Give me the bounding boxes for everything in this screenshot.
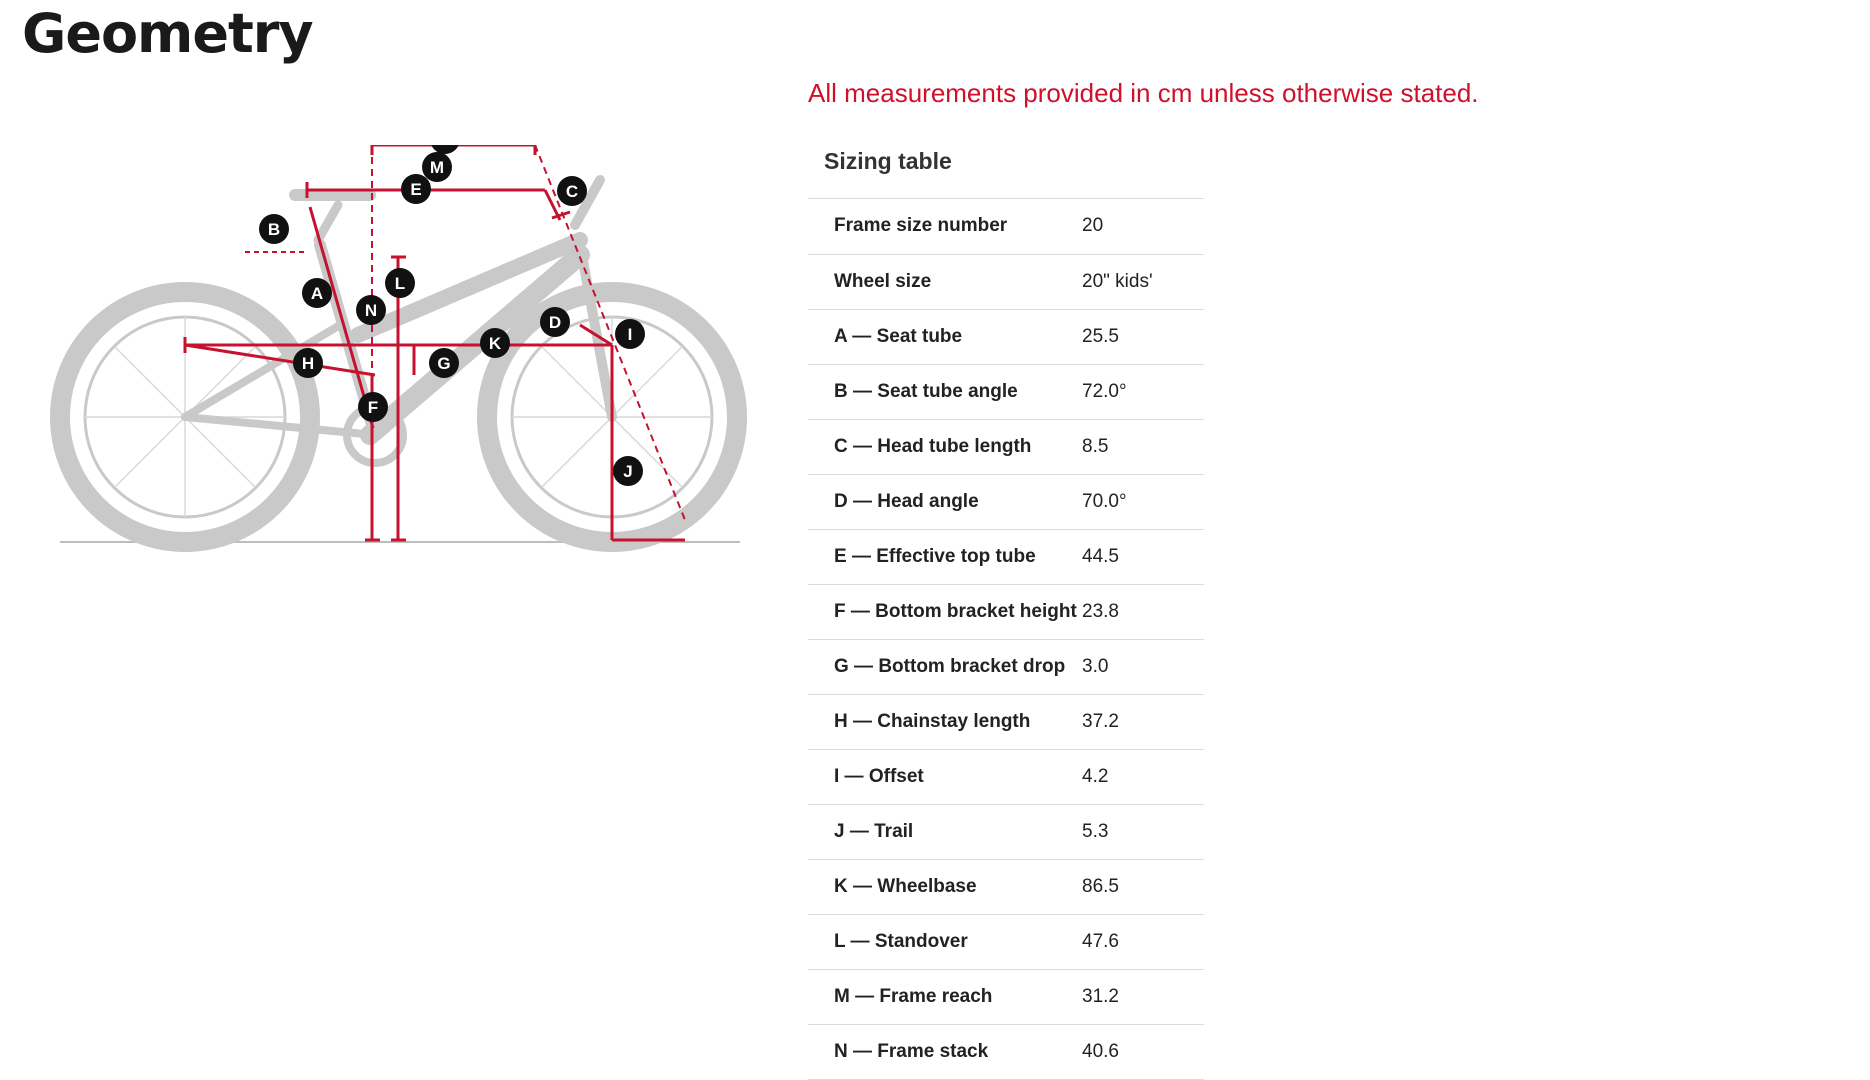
row-value: 20 bbox=[1082, 215, 1104, 237]
rear-wheel bbox=[50, 282, 320, 552]
row-label: B — Seat tube angle bbox=[834, 380, 1018, 402]
row-label: Wheel size bbox=[834, 270, 932, 292]
row-label: I — Offset bbox=[834, 765, 924, 787]
marker-g: G bbox=[437, 354, 450, 373]
row-label: D — Head angle bbox=[834, 490, 979, 512]
marker-f: F bbox=[368, 398, 378, 417]
table-row: H — Chainstay length 37.2 bbox=[808, 694, 1204, 749]
table-row: M — Frame reach 31.2 bbox=[808, 969, 1204, 1024]
sizing-rows: Frame size number 20 Wheel size 20" kids' A … bbox=[808, 199, 1204, 1080]
row-label: J — Trail bbox=[834, 820, 914, 842]
dimension-lines bbox=[183, 145, 686, 542]
table-row: A — Seat tube 25.5 bbox=[808, 309, 1204, 364]
seatstay bbox=[181, 321, 344, 421]
measurement-notice: All measurements provided in cm unless o… bbox=[808, 78, 1479, 108]
row-label: E — Effective top tube bbox=[834, 545, 1036, 567]
chainstay-h bbox=[184, 343, 376, 377]
marker-m-label: M bbox=[430, 158, 444, 177]
table-row: Wheel size 20" kids' bbox=[808, 254, 1204, 309]
row-value: 4.2 bbox=[1082, 765, 1109, 787]
table-row: F — Bottom bracket height 23.8 bbox=[808, 584, 1204, 639]
m-reach-guide bbox=[534, 145, 686, 521]
table-row: C — Head tube length 8.5 bbox=[808, 419, 1204, 474]
page-title: Geometry bbox=[22, 2, 314, 65]
row-label: F — Bottom bracket height bbox=[834, 600, 1077, 622]
marker-c: C bbox=[566, 182, 578, 201]
row-label: Frame size number bbox=[834, 215, 1008, 237]
row-value: 37.2 bbox=[1082, 710, 1119, 732]
table-row: I — Offset 4.2 bbox=[808, 749, 1204, 804]
row-value: 31.2 bbox=[1082, 985, 1119, 1007]
row-label: C — Head tube length bbox=[834, 435, 1032, 457]
row-value: 23.8 bbox=[1082, 600, 1119, 622]
row-value: 47.6 bbox=[1082, 930, 1119, 952]
marker-a: A bbox=[311, 284, 323, 303]
table-row: N — Frame stack 40.6 bbox=[808, 1024, 1204, 1079]
row-value: 70.0° bbox=[1082, 490, 1127, 512]
row-value: 3.0 bbox=[1082, 655, 1109, 677]
marker-b: B bbox=[268, 220, 280, 239]
handlebar-stem bbox=[570, 175, 605, 230]
table-row: D — Head angle 70.0° bbox=[808, 474, 1204, 529]
head-angle-d bbox=[579, 323, 613, 347]
marker-h: H bbox=[302, 354, 314, 373]
marker-e: E bbox=[410, 180, 421, 199]
marker-d: D bbox=[549, 313, 561, 332]
front-wheel bbox=[477, 282, 747, 552]
row-value: 20" kids' bbox=[1082, 270, 1153, 292]
dimension-markers: E C B L A N D I K H G F J bbox=[259, 145, 645, 486]
row-value: 86.5 bbox=[1082, 875, 1119, 897]
row-label: G — Bottom bracket drop bbox=[834, 655, 1066, 677]
marker-k: K bbox=[489, 334, 502, 353]
marker-l: L bbox=[395, 274, 405, 293]
table-row: G — Bottom bracket drop 3.0 bbox=[808, 639, 1204, 694]
row-value: 72.0° bbox=[1082, 380, 1127, 402]
marker-j: J bbox=[623, 462, 632, 481]
row-label: K — Wheelbase bbox=[834, 875, 977, 897]
row-value: 8.5 bbox=[1082, 435, 1109, 457]
geometry-diagram: E C B L A N D I K H G F J bbox=[50, 145, 747, 552]
row-label: H — Chainstay length bbox=[834, 710, 1031, 732]
marker-m-badge: M bbox=[422, 152, 452, 182]
sizing-table: Sizing table Frame size number 20 Wheel si… bbox=[808, 146, 1204, 1080]
table-row: K — Wheelbase 86.5 bbox=[808, 859, 1204, 914]
table-row: L — Standover 47.6 bbox=[808, 914, 1204, 969]
fork bbox=[575, 240, 617, 422]
table-row: B — Seat tube angle 72.0° bbox=[808, 364, 1204, 419]
row-label: A — Seat tube bbox=[834, 325, 963, 347]
table-row: E — Effective top tube 44.5 bbox=[808, 529, 1204, 584]
row-label: N — Frame stack bbox=[834, 1040, 989, 1062]
marker-i: I bbox=[628, 325, 633, 344]
row-value: 44.5 bbox=[1082, 545, 1119, 567]
row-value: 40.6 bbox=[1082, 1040, 1119, 1062]
seatpost bbox=[313, 200, 343, 245]
marker-m bbox=[431, 145, 459, 154]
table-row: J — Trail 5.3 bbox=[808, 804, 1204, 859]
top-tube bbox=[350, 232, 588, 343]
row-value: 5.3 bbox=[1082, 820, 1109, 842]
marker-n: N bbox=[365, 301, 377, 320]
seat-tube-a bbox=[308, 206, 375, 429]
row-label: M — Frame reach bbox=[834, 985, 993, 1007]
row-value: 25.5 bbox=[1082, 325, 1119, 347]
row-label: L — Standover bbox=[834, 930, 968, 952]
sizing-table-title: Sizing table bbox=[808, 146, 1204, 199]
table-row: Frame size number 20 bbox=[808, 199, 1204, 254]
